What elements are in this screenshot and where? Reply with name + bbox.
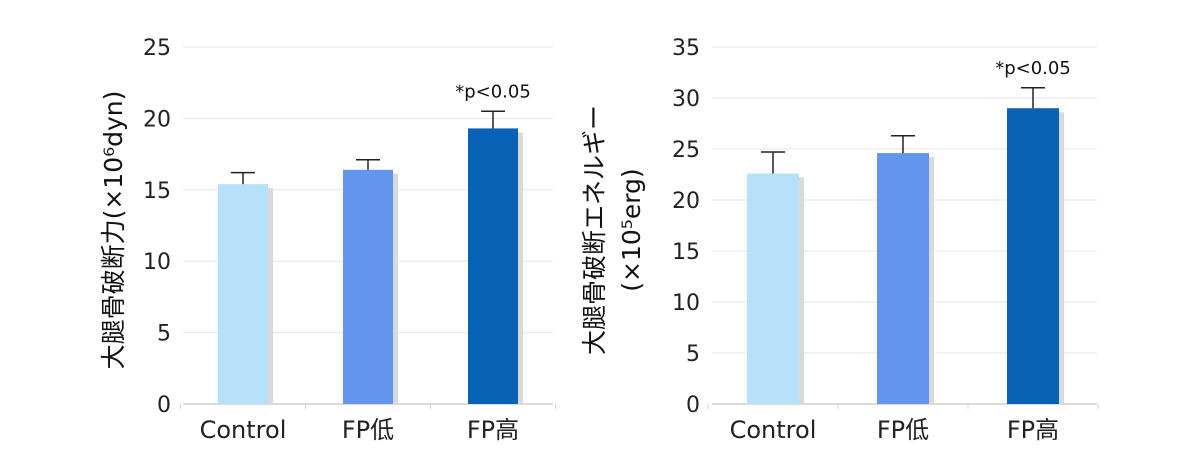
category-label: Control [200,416,287,444]
category-label: Control [730,416,817,444]
y-tick-label: 10 [143,250,171,275]
y-tick-label: 15 [672,240,700,265]
significance-annotation: *p<0.05 [455,81,531,102]
bar-FP低 [877,153,929,404]
bar-FP高 [468,128,518,404]
y-tick-label: 0 [157,393,171,418]
category-label: FP低 [877,416,929,444]
bar-Control [218,184,268,404]
category-label: FP低 [342,416,394,444]
y-tick-label: 25 [672,138,700,163]
y-tick-label: 10 [672,291,700,316]
y-tick-label: 0 [686,393,700,418]
category-label: FP高 [467,416,519,444]
y-tick-label: 35 [672,36,700,61]
breaking-energy-chart: 0 5 10 15 20 25 30 35 Control FP低 FP高 *p<0.05 大腿骨破断エ… [580,36,1099,444]
y-axis-label: 大腿骨破断エネルギー [580,105,609,355]
significance-annotation: *p<0.05 [995,58,1071,79]
bar-Control [747,173,799,404]
y-tick-label: 5 [157,322,171,347]
bar-FP高 [1007,108,1059,404]
category-label: FP高 [1007,416,1059,444]
y-axis-label: 大腿骨破断力(×10⁶dyn) [99,91,128,370]
bar-FP低 [343,169,393,404]
y-tick-label: 20 [672,189,700,214]
y-tick-label: 20 [143,107,171,132]
y-axis-label-unit: (×10⁵erg) [617,168,646,291]
y-tick-label: 5 [686,342,700,367]
y-tick-label: 25 [143,36,171,61]
y-tick-label: 15 [143,179,171,204]
y-tick-label: 30 [672,87,700,112]
breaking-force-chart: 0 5 10 15 20 25 Control FP低 FP高 *p<0.05 大腿骨破断力(×10… [99,36,556,444]
